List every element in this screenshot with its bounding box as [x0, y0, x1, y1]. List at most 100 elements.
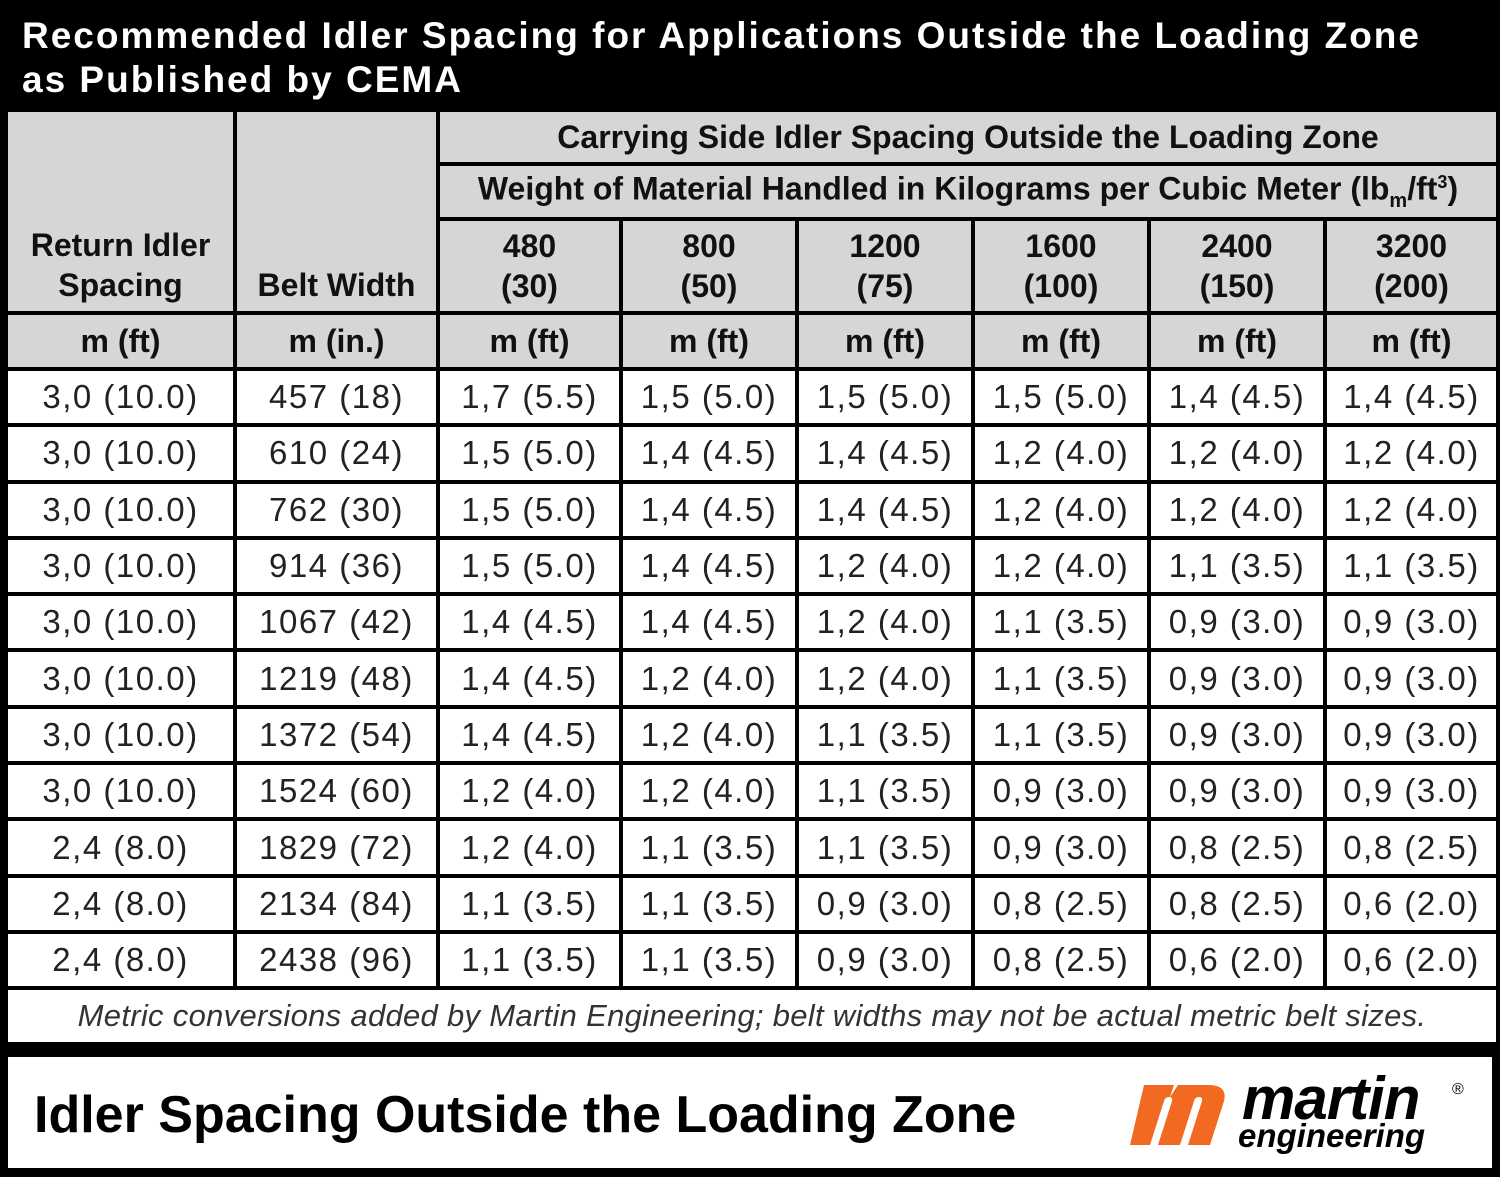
table-cell: 3,0 (10.0) [8, 539, 233, 593]
table-cell: 2,4 (8.0) [8, 877, 233, 930]
table-cell: 2134 (84) [237, 877, 436, 930]
table-cell: 0,9 (3.0) [799, 877, 971, 930]
title-line-2: as Published by CEMA [22, 59, 463, 100]
table-cell: 1,1 (3.5) [975, 652, 1147, 705]
table-cell: 0,9 (3.0) [1327, 596, 1496, 649]
table-cell: 2,4 (8.0) [8, 821, 233, 874]
table-cell: 1,2 (4.0) [975, 427, 1147, 480]
table-cell: 0,9 (3.0) [799, 933, 971, 987]
unit-header-cell: m (ft) [799, 315, 971, 367]
table-cell: 0,8 (2.5) [1151, 821, 1323, 874]
weight-lb-label: (100) [1023, 268, 1099, 304]
table-cell: 1,5 (5.0) [440, 539, 619, 593]
unit-header-cell: m (ft) [1151, 315, 1323, 367]
weight-kg-label: 1200 [849, 228, 921, 264]
table-cell: 1829 (72) [237, 821, 436, 874]
header-weight-1600: 1600 (100) [975, 221, 1147, 311]
header-material-weight: Weight of Material Handled in Kilograms … [440, 166, 1496, 217]
table-cell: 1,2 (4.0) [623, 765, 795, 818]
table-cell: 1,2 (4.0) [1151, 427, 1323, 480]
table-cell: 1,2 (4.0) [623, 708, 795, 762]
table-cell: 0,9 (3.0) [975, 821, 1147, 874]
unit-header-cell: m (ft) [975, 315, 1147, 367]
table-cell: 0,6 (2.0) [1327, 933, 1496, 987]
table-cell: 1,2 (4.0) [1151, 483, 1323, 536]
header-belt-width: Belt Width [237, 112, 436, 311]
martin-engineering-logo: martin engineering ® [1130, 1069, 1470, 1155]
table-cell: 1,2 (4.0) [799, 539, 971, 593]
material-weight-prefix: Weight of Material Handled in Kilograms … [477, 170, 1390, 207]
material-weight-sup: 3 [1437, 171, 1448, 192]
table-cell: 0,9 (3.0) [975, 765, 1147, 818]
weight-kg-label: 1600 [1025, 228, 1097, 264]
unit-header-cell: m (ft) [8, 315, 233, 367]
table-cell: 1,2 (4.0) [975, 539, 1147, 593]
table-cell: 457 (18) [237, 371, 436, 424]
idler-spacing-table: Return Idler Spacing Belt Width Carrying… [8, 112, 1496, 1043]
unit-header-cell: m (ft) [440, 315, 619, 367]
table-cell: 914 (36) [237, 539, 436, 593]
table-cell: 0,9 (3.0) [1151, 708, 1323, 762]
table-cell: 1,2 (4.0) [1327, 427, 1496, 480]
table-cell: 0,8 (2.5) [975, 933, 1147, 987]
header-weight-480: 480 (30) [440, 221, 619, 311]
table-cell: 2,4 (8.0) [8, 933, 233, 987]
header-return-line-1: Return Idler [30, 227, 211, 263]
table-cell: 0,8 (2.5) [975, 877, 1147, 930]
table-cell: 1,4 (4.5) [799, 483, 971, 536]
table-cell: 3,0 (10.0) [8, 371, 233, 424]
table-cell: 1,1 (3.5) [1327, 539, 1496, 593]
title-line-1: Recommended Idler Spacing for Applicatio… [22, 15, 1421, 56]
table-cell: 1,2 (4.0) [440, 821, 619, 874]
table-cell: 3,0 (10.0) [8, 596, 233, 649]
table-cell: 1,1 (3.5) [799, 765, 971, 818]
table-cell: 1,2 (4.0) [1327, 483, 1496, 536]
table-cell: 0,8 (2.5) [1327, 821, 1496, 874]
header-return-idler-spacing: Return Idler Spacing [8, 112, 233, 311]
header-material-weight-label: Weight of Material Handled in Kilograms … [478, 162, 1458, 221]
table-cell: 1,4 (4.5) [623, 539, 795, 593]
table-cell: 1,4 (4.5) [1327, 371, 1496, 424]
header-belt-width-label: Belt Width [257, 267, 416, 303]
metric-conversion-note: Metric conversions added by Martin Engin… [8, 990, 1496, 1043]
table-cell: 2438 (96) [237, 933, 436, 987]
weight-lb-label: (75) [856, 268, 914, 304]
logo-wordmark: martin [1242, 1065, 1420, 1132]
table-cell: 0,9 (3.0) [1151, 765, 1323, 818]
weight-kg-label: 800 [682, 228, 736, 264]
weight-kg-label: 480 [502, 228, 557, 264]
table-cell: 3,0 (10.0) [8, 652, 233, 705]
table-cell: 3,0 (10.0) [8, 708, 233, 762]
table-cell: 1,4 (4.5) [623, 596, 795, 649]
header-carrying-side: Carrying Side Idler Spacing Outside the … [440, 112, 1496, 162]
table-cell: 1,5 (5.0) [975, 371, 1147, 424]
table-cell: 1,5 (5.0) [623, 371, 795, 424]
registered-icon: ® [1452, 1081, 1464, 1098]
table-cell: 0,6 (2.0) [1151, 933, 1323, 987]
header-weight-3200: 3200 (200) [1327, 221, 1496, 311]
table-cell: 1,4 (4.5) [799, 427, 971, 480]
table-cell: 1,4 (4.5) [623, 427, 795, 480]
unit-header-cell: m (ft) [623, 315, 795, 367]
table-cell: 1,5 (5.0) [799, 371, 971, 424]
table-cell: 0,9 (3.0) [1327, 765, 1496, 818]
footer-title: Idler Spacing Outside the Loading Zone [34, 1086, 1017, 1144]
table-cell: 3,0 (10.0) [8, 483, 233, 536]
header-weight-800: 800 (50) [623, 221, 795, 311]
table-cell: 1,2 (4.0) [623, 652, 795, 705]
table-cell: 762 (30) [237, 483, 436, 536]
header-weight-1200: 1200 (75) [799, 221, 971, 311]
table-cell: 0,8 (2.5) [1151, 877, 1323, 930]
table-cell: 3,0 (10.0) [8, 765, 233, 818]
table-cell: 1,4 (4.5) [623, 483, 795, 536]
table-cell: 1,4 (4.5) [440, 596, 619, 649]
table-cell: 1,5 (5.0) [440, 483, 619, 536]
table-cell: 1,1 (3.5) [1151, 539, 1323, 593]
header-carrying-side-label: Carrying Side Idler Spacing Outside the … [557, 119, 1379, 155]
page-title: Recommended Idler Spacing for Applicatio… [22, 14, 1482, 102]
table-cell: 1,1 (3.5) [623, 877, 795, 930]
material-weight-sub: m [1389, 190, 1408, 213]
table-cell: 1,1 (3.5) [440, 877, 619, 930]
footer-banner: Idler Spacing Outside the Loading Zone m… [8, 1057, 1492, 1168]
weight-lb-label: (30) [501, 268, 558, 304]
